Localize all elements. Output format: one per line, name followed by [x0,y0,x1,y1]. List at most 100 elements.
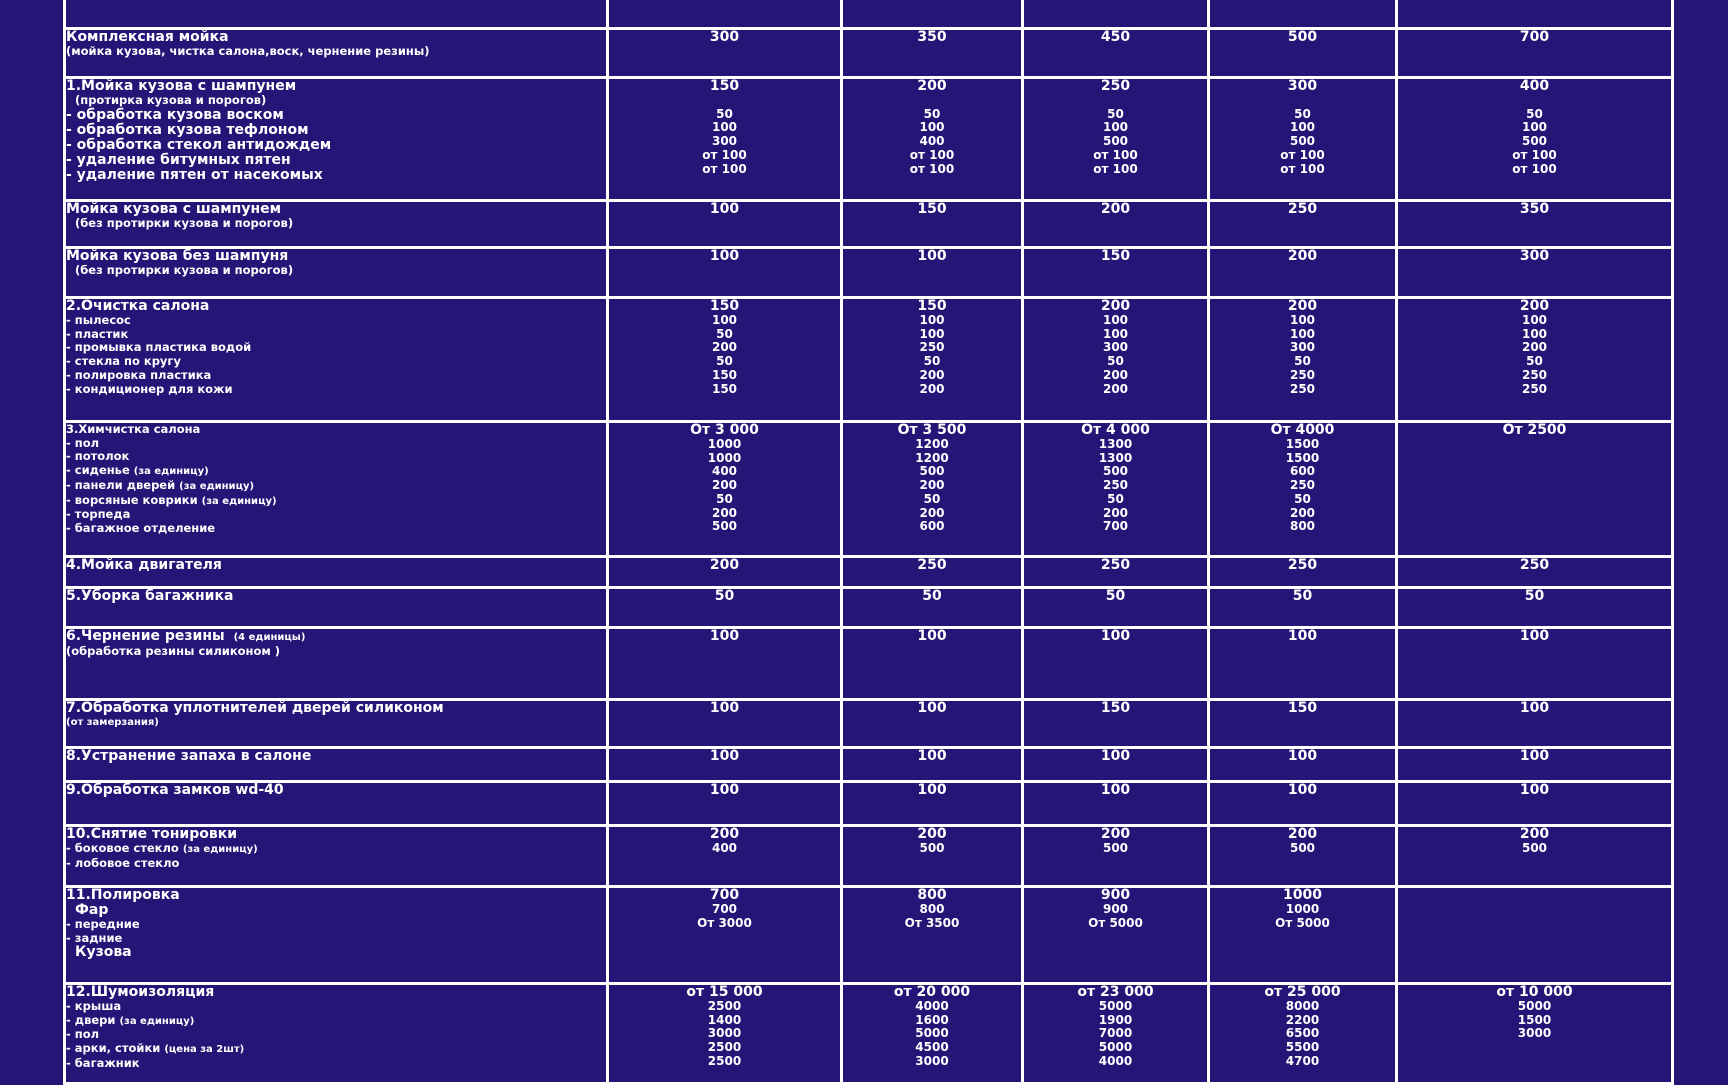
service-line: 10.Снятие тонировки [68,829,605,843]
service-cell: 9.Обработка замков wd-40 [63,780,609,827]
price-cell: 400 50 100 500 от 100 от 100 [1395,76,1674,202]
price-cell: от 10 000 5000 1500 3000 [1395,982,1674,1085]
price-value: От 5000 [1275,915,1330,930]
price-value: 200 [711,340,738,355]
price-cell: 100 [1395,626,1674,701]
service-line: Мойка кузова с шампунем [68,204,605,218]
price-value: 200 [1102,381,1129,396]
service-line: - обработка кузова воском [68,107,605,123]
table-row: Комплексная мойка (мойка кузова, чистка с… [63,27,1674,79]
price-value: 50 [1294,354,1311,369]
price-value: 200 [1102,367,1129,382]
price-value: 250 [1289,381,1316,396]
price-value: 6500 [1285,1026,1320,1041]
price-value: 500 [711,519,738,534]
price-cell: 700 700 От 3000 [606,885,843,985]
table-row: 7.Обработка уплотнителей дверей силиконо… [63,698,1674,749]
price-cell: 200 100 100 300 50 250 250 [1207,296,1398,423]
price-cell: 200 500 [1207,824,1398,888]
price-value: 500 [1521,134,1548,149]
price-value: 100 [1289,326,1316,341]
price-value: от 25 000 [1264,984,1341,1000]
price-value: 300 [709,29,740,45]
service-text: - багажник [66,1055,140,1070]
price-value: 250 [1289,367,1316,382]
price-value: 100 [1102,120,1129,135]
price-cell: 100 [606,746,843,783]
price-cell: 300 50 100 500 от 100 от 100 [1207,76,1398,202]
service-text: - обработка стекол антидождем [66,136,332,153]
price-value: 500 [919,464,945,479]
price-value: от 20 000 [893,984,971,1000]
price-value: 100 [917,628,947,644]
price-value: 1300 [1098,450,1133,465]
price-value: 5000 [915,1026,949,1041]
header-cell [1395,0,1674,30]
price-value: 100 [1519,700,1550,716]
price-cell: 50 [840,586,1024,629]
service-line: (протирка кузова и порогов) [68,93,605,108]
price-cell: 200 400 [606,824,843,888]
service-line: 3.Химчистка салона [68,425,605,437]
price-cell: 100 [840,746,1024,783]
service-cell: 8.Устранение запаха в салоне [63,746,609,783]
price-cell: 100 [1021,626,1210,701]
service-text: - сиденье [66,463,130,478]
service-line: - багажник [66,1055,605,1071]
service-cell: Мойка кузова без шампуня (без протирки ку… [63,246,609,299]
price-value: 200 [919,478,945,493]
service-cell: 11.Полировка Фар - передние - задние Кузова [63,885,609,985]
service-text: - арки, стойки [66,1041,161,1056]
price-value: 50 [1107,106,1124,121]
price-cell: От 3 000 1000 1000 400 200 50 200 500 [606,420,843,558]
price-value: 200 [1519,298,1550,314]
price-value: 100 [917,248,947,264]
price-value: От 4 000 [1081,422,1150,438]
service-line: 12.Шумоизоляция [68,987,605,1001]
service-text: 2.Очистка салона [66,298,210,314]
price-value: 200 [919,505,945,520]
price-value: 50 [716,106,733,121]
price-value: 300 [711,134,738,149]
price-cell [1395,885,1674,985]
service-line: - кондиционер для кожи [68,382,605,397]
service-cell: 12.Шумоизоляция - крыша - двери (за единицу… [63,982,609,1085]
service-line: - промывка пластика водой [68,341,605,355]
price-cell: 100 [1395,746,1674,783]
price-value: 150 [711,381,738,396]
table-row: 12.Шумоизоляция - крыша - двери (за единицу… [63,982,1674,1085]
service-text: - пылесос [66,313,131,327]
price-value: 800 [917,887,947,903]
price-value: 50 [1107,491,1124,506]
price-value: 50 [1526,106,1543,121]
price-value: 8000 [1285,999,1320,1013]
table-row: 11.Полировка Фар - передние - задние Кузова 7… [63,885,1674,985]
price-cell: 350 [1395,199,1674,249]
service-line: - арки, стойки (цена за 2шт) [66,1041,605,1057]
service-cell: 5.Уборка багажника [63,586,609,629]
price-value: 200 [917,826,947,842]
price-value: 200 [1287,248,1318,264]
service-line: (без протирки кузова и порогов) [68,216,605,231]
service-cell: 7.Обработка уплотнителей дверей силиконо… [63,698,609,749]
price-cell: 800 800 От 3500 [840,885,1024,985]
price-value: от 23 000 [1077,984,1154,1000]
header-cell: автомобили [606,0,843,30]
price-value: от 100 [702,147,747,162]
price-value: 250 [1287,201,1318,217]
price-value: от 100 [1512,161,1557,176]
price-cell: 150 100 100 250 50 200 200 [840,296,1024,423]
price-value [1400,94,1670,108]
price-value: 350 [917,29,947,45]
price-value: 50 [922,588,942,604]
price-value [1026,94,1206,108]
service-line: 11.Полировка [68,890,605,904]
service-line: Мойка кузова без шампуня [68,251,605,265]
price-value: 150 [711,367,738,382]
service-line: 9.Обработка замков wd-40 [66,782,605,799]
service-text: 9.Обработка замков wd-40 [66,782,284,798]
price-value [611,94,839,108]
service-cell: Комплексная мойка (мойка кузова, чистка с… [63,27,609,79]
price-value: 5000 [1098,1040,1133,1055]
service-text: - пол [66,435,100,450]
